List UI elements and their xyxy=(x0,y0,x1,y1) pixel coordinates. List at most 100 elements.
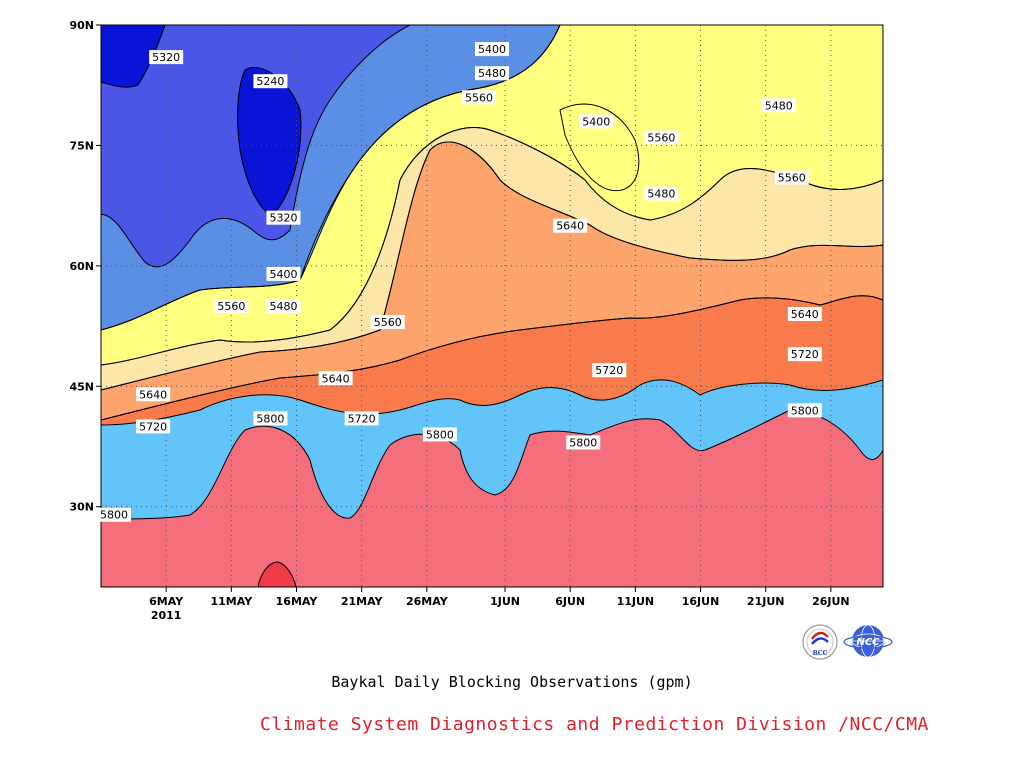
contour-label-box xyxy=(592,363,627,378)
contour-label-text: 5640 xyxy=(556,220,584,233)
contour-band xyxy=(101,410,883,587)
contour-label-box xyxy=(553,218,588,233)
x-tick-label: 26MAY xyxy=(406,595,449,608)
contour-label-text: 5480 xyxy=(269,300,297,313)
contour-label: 5560 xyxy=(644,130,679,145)
contour-label-box xyxy=(370,315,405,330)
contour-label: 5720 xyxy=(787,347,822,362)
contour-label: 5720 xyxy=(344,411,379,426)
contour-label-box xyxy=(344,411,379,426)
x-tick-label: 6MAY xyxy=(149,595,184,608)
credit-line: Climate System Diagnostics and Predictio… xyxy=(260,714,929,735)
contour-label-text: 5800 xyxy=(426,428,454,441)
contour-label-box xyxy=(266,299,301,313)
x-tick-label: 6JUN xyxy=(555,595,585,608)
contour-label-box xyxy=(475,66,509,81)
x-tick-label: 16JUN xyxy=(682,595,720,608)
contour-label-box xyxy=(787,307,822,322)
contour-label: 5480 xyxy=(266,299,301,313)
contour-label: 5400 xyxy=(579,114,614,129)
contour-label-box xyxy=(136,419,171,434)
contour-label: 5480 xyxy=(644,186,679,201)
bcc-logo-icon: BCC xyxy=(802,624,838,660)
contour-label-text: 5720 xyxy=(348,412,376,425)
contour-label: 5640 xyxy=(136,387,171,402)
x-tick-label: 11JUN xyxy=(617,595,655,608)
contour-label: 5800 xyxy=(787,403,822,418)
contour-label-box xyxy=(461,90,496,105)
x-tick-label: 21JUN xyxy=(747,595,785,608)
contour-label: 5800 xyxy=(422,427,457,442)
contour-label: 5400 xyxy=(475,42,509,57)
contour-label-box xyxy=(644,130,679,145)
contour-label-text: 5800 xyxy=(569,436,597,449)
contour-label-box xyxy=(787,403,822,418)
contour-label: 5560 xyxy=(461,90,496,105)
contour-label-text: 5560 xyxy=(374,316,402,329)
logos: BCC NCC xyxy=(802,624,893,660)
contour-label-text: 5640 xyxy=(322,372,350,385)
contour-label-text: 5800 xyxy=(791,404,819,417)
contour-label-text: 5560 xyxy=(217,300,245,313)
contour-label: 5560 xyxy=(774,170,809,185)
x-axis: 6MAY 11MAY 16MAY 21MAY 26MAY 1JUN 6JUN 11JUN 16J… xyxy=(149,587,850,622)
ncc-logo-text: NCC xyxy=(856,637,880,648)
contour-label: 5480 xyxy=(761,98,796,113)
x-tick-label: 16MAY xyxy=(276,595,319,608)
contour-label-box xyxy=(774,170,809,185)
contour-band xyxy=(101,127,883,390)
contour-label-box xyxy=(422,427,457,442)
contour-label-box xyxy=(579,114,614,129)
contour-label-box xyxy=(97,507,132,522)
y-tick-label: 75N xyxy=(69,139,94,152)
ncc-logo-icon: NCC xyxy=(843,624,893,658)
contour-label-box xyxy=(149,50,184,65)
chart-title: Baykal Daily Blocking Observations (gpm) xyxy=(331,673,693,691)
contour-label-box xyxy=(266,210,301,225)
contour-label-box xyxy=(644,186,679,201)
contour-lines xyxy=(101,25,883,587)
contour-label: 5560 xyxy=(370,315,405,330)
contour-label: 5720 xyxy=(136,419,171,434)
plot-frame xyxy=(100,24,884,588)
contour-label-box xyxy=(566,435,601,450)
contour-band xyxy=(101,25,301,215)
contour-label: 5320 xyxy=(149,50,184,65)
contour-labels: 5320 5240 5320 5400 5480 5560 5560 5640 5640 5720… xyxy=(97,42,822,522)
contour-label-box xyxy=(318,371,353,386)
contour-label: 5720 xyxy=(592,363,627,378)
contour-label-box xyxy=(214,299,249,313)
contour-label: 5640 xyxy=(787,307,822,322)
contour-label-text: 5800 xyxy=(256,412,284,425)
contour-label-text: 5480 xyxy=(647,188,675,201)
contour-line xyxy=(257,561,297,587)
contour-label-text: 5720 xyxy=(139,420,167,433)
y-tick-label: 60N xyxy=(69,260,94,273)
contour-label: 5640 xyxy=(553,218,588,233)
contour-label: 5480 xyxy=(475,66,509,81)
contour-label-text: 5720 xyxy=(791,348,819,361)
contour-label-box xyxy=(266,266,301,281)
contour-label-box xyxy=(253,74,288,89)
contour-label: 5800 xyxy=(566,435,601,450)
bcc-logo-text: BCC xyxy=(813,650,828,657)
contour-label-text: 5240 xyxy=(256,75,284,88)
contour-label-text: 5560 xyxy=(778,172,806,185)
contour-label-text: 5480 xyxy=(478,67,506,80)
contour-label-text: 5720 xyxy=(595,364,623,377)
contour-label-text: 5320 xyxy=(152,51,180,64)
contour-label: 5560 xyxy=(214,299,249,313)
contour-label-text: 5560 xyxy=(465,91,493,104)
x-tick-label: 1JUN xyxy=(490,595,520,608)
x-tick-label: 26JUN xyxy=(812,595,850,608)
contour-band xyxy=(101,25,883,365)
x-tick-label: 11MAY xyxy=(210,595,253,608)
contour-label-box xyxy=(475,42,509,57)
contour-label-box xyxy=(787,347,822,362)
contour-line xyxy=(559,103,640,192)
contour-label-text: 5640 xyxy=(791,308,819,321)
contour-label-box xyxy=(136,387,171,402)
contour-label: 5400 xyxy=(266,266,301,281)
contour-label-text: 5800 xyxy=(100,509,128,522)
